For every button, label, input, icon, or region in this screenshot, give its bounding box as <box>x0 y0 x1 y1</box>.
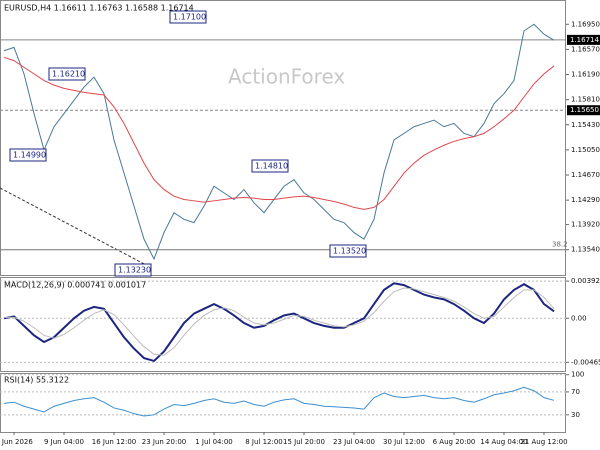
price-level-box <box>567 34 600 45</box>
annotation: 1.17100 <box>173 13 206 22</box>
series-line <box>3 386 555 417</box>
x-tick-label: 21 Aug 12:00 <box>520 438 567 446</box>
y-tick-label: 1.14670 <box>571 171 600 179</box>
y-tick-label: 1.14290 <box>571 196 600 204</box>
annotation-box <box>48 67 86 81</box>
y-tick-label: 1.13540 <box>571 246 600 254</box>
x-tick-label: 1 Jul 04:00 <box>195 438 233 446</box>
series-line <box>3 282 555 363</box>
x-tick-label: 8 Jul 12:00 <box>245 438 283 446</box>
y-tick-label: 1.16950 <box>571 20 600 28</box>
y-tick-label: 70 <box>571 388 580 396</box>
x-tick-label: 6 Aug 20:00 <box>433 438 476 446</box>
annotation: 1.16210 <box>52 70 85 79</box>
series-line <box>3 23 555 261</box>
price-level-label: 1.15650 <box>570 106 599 114</box>
y-tick-label: 1.16190 <box>571 71 600 79</box>
y-tick-label: 0.00 <box>571 314 587 322</box>
annotation-box <box>251 159 289 173</box>
annotation-box <box>169 10 207 24</box>
price-level-box <box>567 105 600 116</box>
x-tick-label: 15 Jul 20:00 <box>283 438 325 446</box>
x-tick-label: 9 Jun 04:00 <box>44 438 84 446</box>
annotation: 1.14990 <box>13 151 46 160</box>
annotation: 1.13520 <box>333 247 366 256</box>
chart-title: EURUSD,H4 1.16611 1.16763 1.16588 1.1671… <box>4 4 194 13</box>
annotation-box <box>9 148 47 162</box>
annotation-box <box>329 244 367 258</box>
macd-frame <box>0 277 566 372</box>
series-line <box>3 56 555 210</box>
macd-title: MACD(12,26,9) 0.000741 0.001017 <box>4 281 146 290</box>
annotation: 1.13230 <box>118 266 151 275</box>
x-tick-label: 14 Aug 04:00 <box>480 438 527 446</box>
rsi-title: RSI(14) 55.3122 <box>4 376 69 385</box>
x-tick-label: 23 Jul 04:00 <box>333 438 375 446</box>
series-line <box>4 287 555 356</box>
y-tick-label: 1.13920 <box>571 221 600 229</box>
price-level-label: 1.16714 <box>570 36 599 44</box>
y-tick-label: 0.003927 <box>571 277 600 285</box>
x-tick-label: 16 Jun 12:00 <box>92 438 136 446</box>
y-tick-label: 1.16570 <box>571 45 600 53</box>
y-tick-label: 100 <box>571 371 584 379</box>
annotation: 1.14810 <box>255 162 288 171</box>
fib-label: 38.2 <box>552 241 568 249</box>
watermark: ActionForex <box>228 65 345 89</box>
y-tick-label: 1.15810 <box>571 96 600 104</box>
y-tick-label: 30 <box>571 411 580 419</box>
main-frame <box>0 0 566 276</box>
y-tick-label: 1.15050 <box>571 146 600 154</box>
y-tick-label: 1.15430 <box>571 121 600 129</box>
rsi-frame <box>0 373 566 433</box>
trend-line <box>0 187 149 267</box>
x-tick-label: 1 Jun 2026 <box>0 438 33 446</box>
x-tick-label: 30 Jul 12:00 <box>383 438 425 446</box>
y-tick-label: -0.004651 <box>571 358 600 366</box>
x-tick-label: 23 Jun 20:00 <box>142 438 186 446</box>
annotation-box <box>114 263 152 277</box>
